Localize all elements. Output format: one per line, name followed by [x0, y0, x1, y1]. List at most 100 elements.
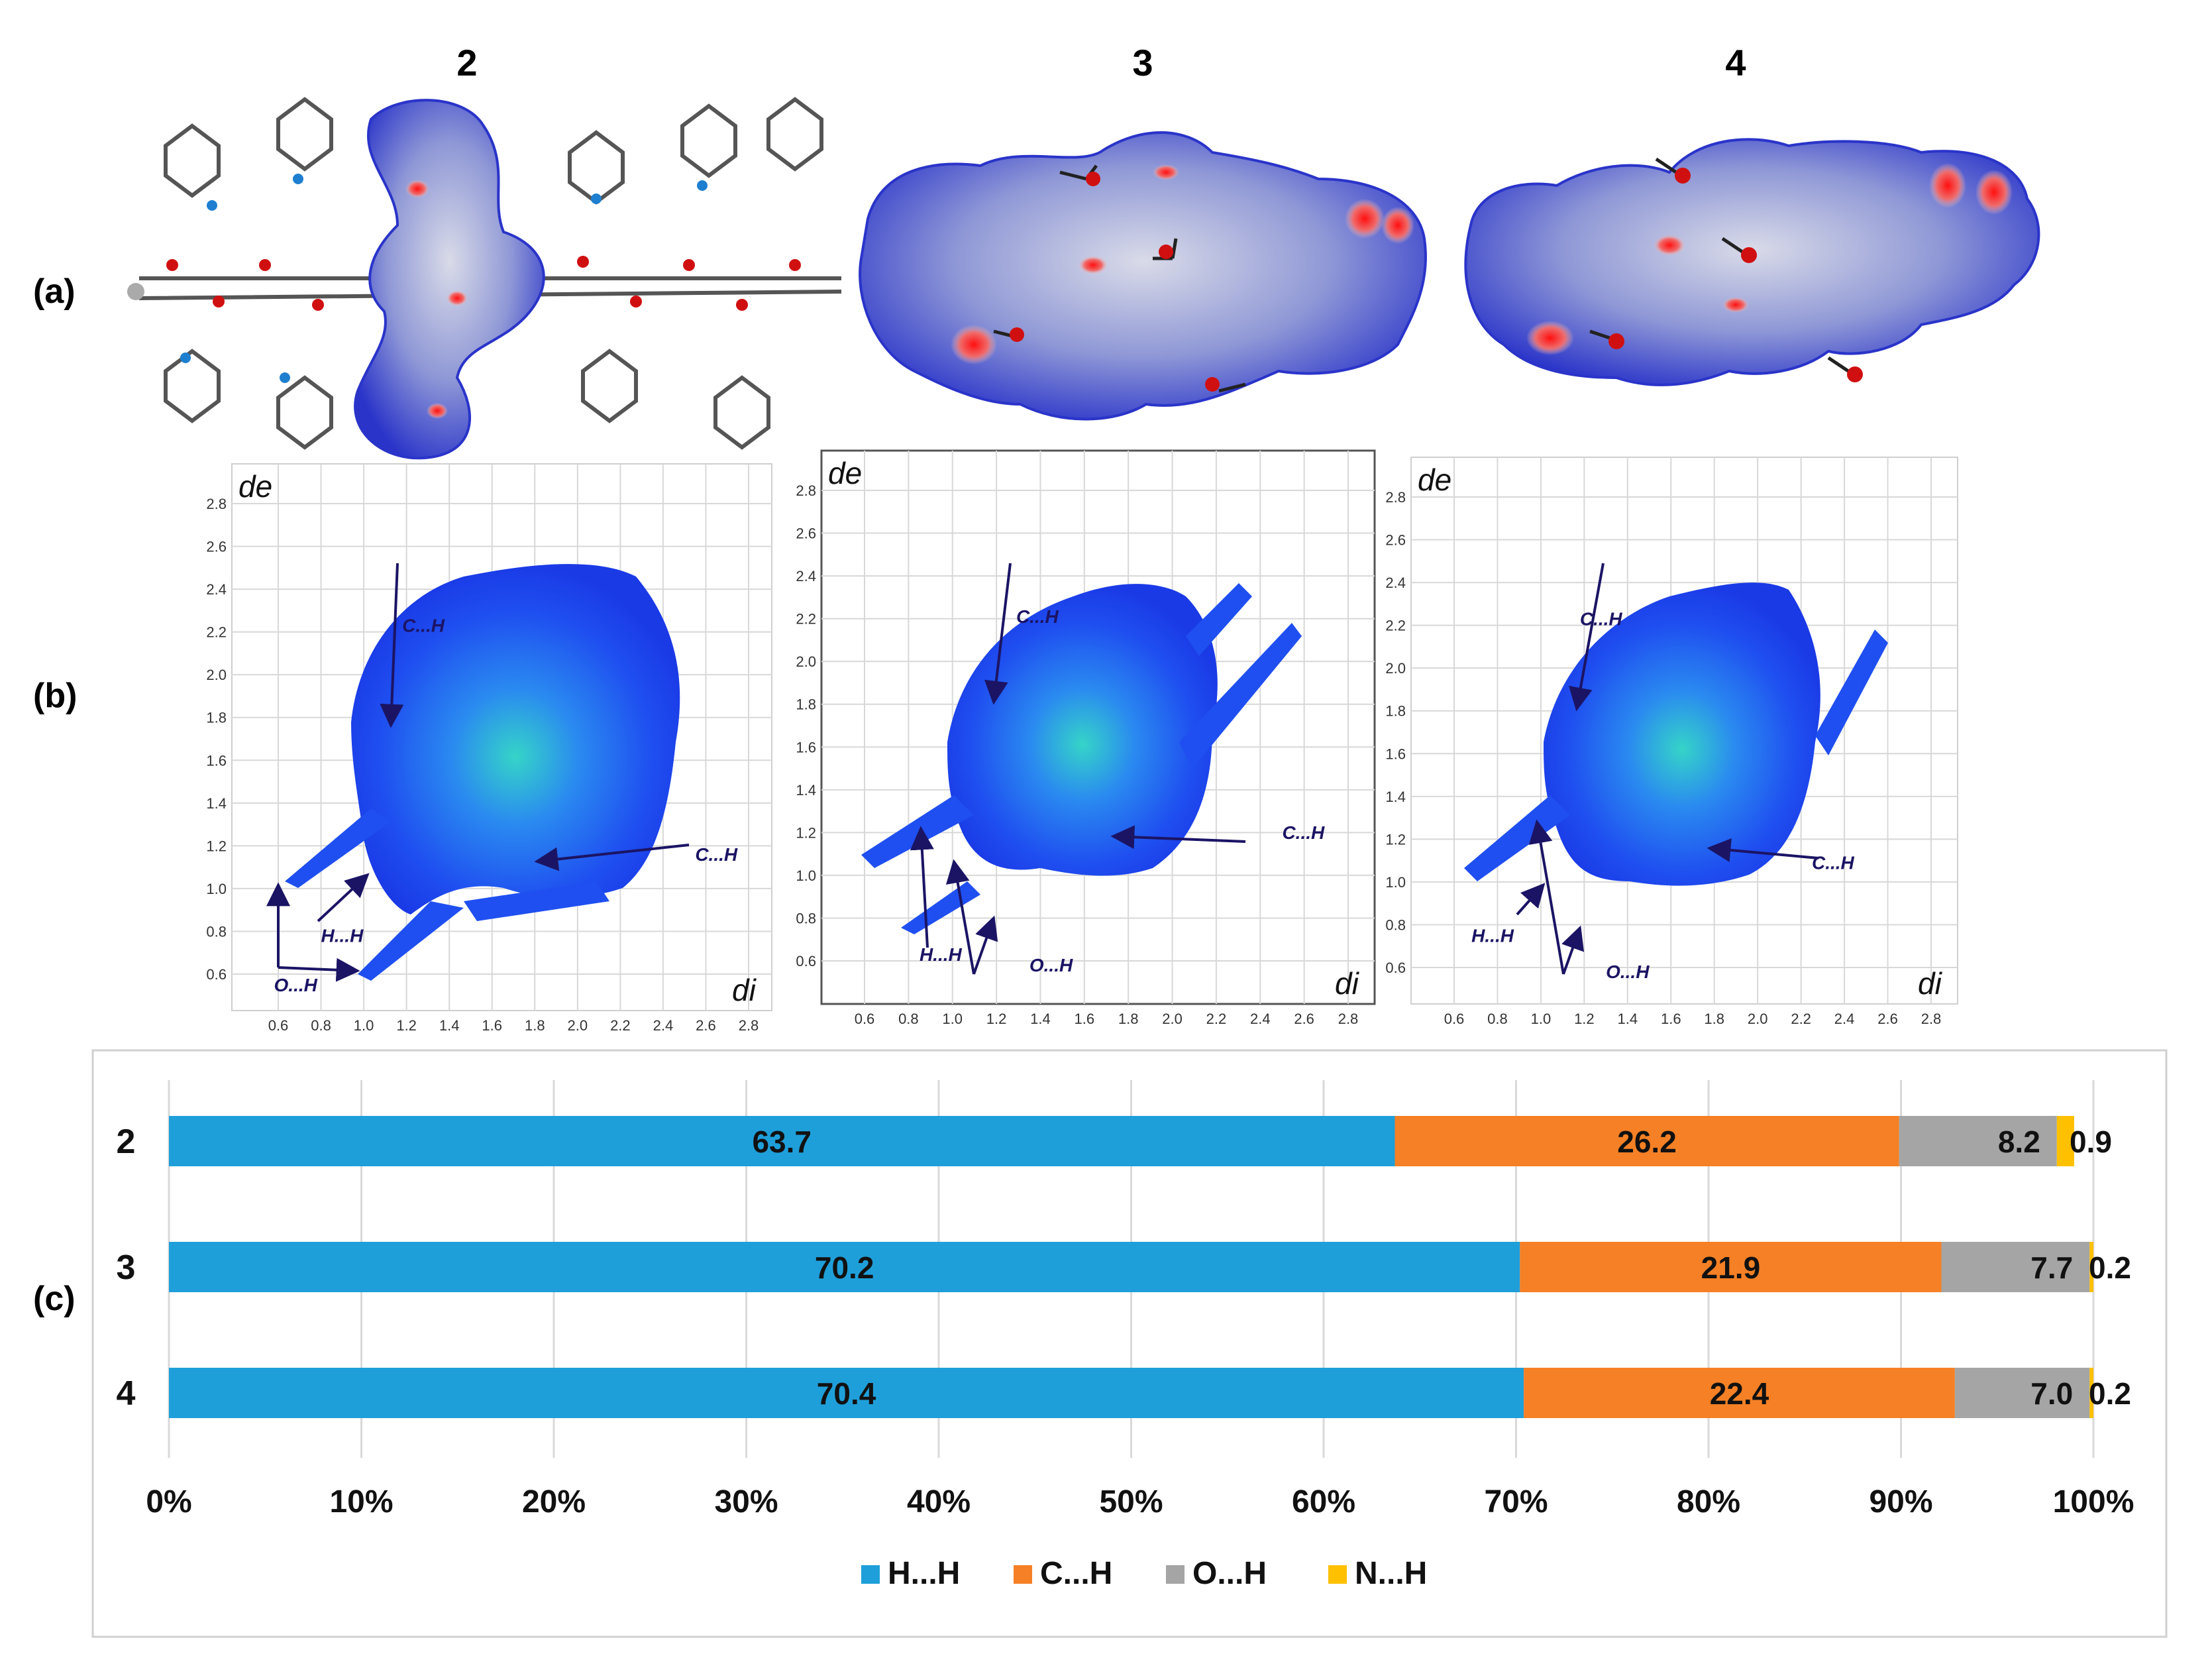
fingerprint-plot-3: 0.6 0.8 1.0 1.2 1.4 1.6 1.8 2.0 2.2 2.4 2.6 2.8 0.6 0… [796, 449, 1376, 1027]
fp-x-tick: 1.6 [1075, 1011, 1095, 1027]
fp-y-tick: 1.2 [796, 824, 816, 841]
fp-y-tick: 2.6 [1385, 532, 1406, 549]
fp-y-tick: 2.2 [796, 611, 816, 628]
fp-y-tick: 2.2 [206, 624, 227, 641]
fp-x-tick: 1.2 [1574, 1011, 1595, 1027]
fp-annotation-label: O...H [1029, 955, 1073, 975]
fp-x-tick: 1.2 [986, 1011, 1007, 1027]
fp-y-tick: 2.0 [206, 667, 227, 683]
bar-value-label: 22.4 [1710, 1376, 1769, 1411]
fp-annotation-arrow [945, 859, 975, 975]
fp-annotation-arrow [984, 563, 1012, 705]
fp-annotation-label: C...H [1580, 609, 1623, 630]
compound-title-3: 3 [1132, 42, 1153, 83]
bar-category-label: 3 [117, 1248, 136, 1287]
bar-segment-C...H [1524, 1368, 1955, 1418]
fp-x-tick: 2.4 [1834, 1011, 1855, 1027]
legend-swatch-N...H [1328, 1565, 1347, 1584]
fp-y-tick: 1.0 [206, 881, 227, 897]
bar-value-label: 70.4 [817, 1376, 876, 1411]
bar-value-label: 8.2 [1998, 1125, 2040, 1159]
fp-y-tick: 0.8 [1385, 916, 1406, 933]
fp-y-tick: 0.6 [206, 966, 227, 983]
fp-x-tick: 1.2 [396, 1017, 417, 1034]
fp-y-tick: 2.4 [1385, 575, 1406, 591]
fp-x-tick: 2.8 [1338, 1011, 1359, 1027]
fp-x-tick: 2.6 [696, 1017, 716, 1034]
fp-y-tick: 1.6 [206, 752, 227, 769]
bar-segment-O...H [1899, 1116, 2057, 1166]
panel-label-b: (b) [33, 677, 78, 715]
fp-x-tick: 1.8 [1704, 1011, 1724, 1027]
bar-segment-O...H [1954, 1368, 2090, 1418]
fp-annotation-label: C...H [1282, 822, 1325, 843]
fp-annotation-arrow [973, 915, 998, 975]
fp-x-tick: 0.8 [1487, 1011, 1508, 1027]
fp-x-tick: 2.4 [1250, 1011, 1271, 1027]
fp-annotation-label: C...H [402, 616, 445, 636]
fp-x-tick: 2.6 [1294, 1011, 1314, 1027]
fp-x-tick: 2.0 [568, 1017, 588, 1034]
fp-x-axis-label: di [1335, 966, 1360, 1001]
fp-y-tick: 1.2 [206, 838, 227, 854]
bar-value-label: 63.7 [752, 1125, 812, 1159]
fp-annotation-label: H...H [920, 944, 963, 965]
fp-annotation-label: O...H [274, 975, 318, 995]
fp-y-tick: 1.2 [1385, 831, 1406, 848]
fp-annotation-arrow [1516, 883, 1546, 916]
legend-label: C...H [1040, 1556, 1112, 1591]
fp-annotation-label: C...H [1016, 606, 1059, 627]
bar-segment-H...H [169, 1368, 1524, 1418]
fp-annotation-arrow [910, 826, 934, 948]
fp-x-axis-label: di [732, 973, 757, 1007]
fp-x-tick: 1.0 [942, 1011, 963, 1027]
bar-segment-O...H [1941, 1242, 2090, 1292]
fp-y-tick: 1.8 [206, 710, 227, 726]
bar-segment-C...H [1395, 1116, 1899, 1166]
fp-x-axis-label: di [1918, 966, 1943, 1001]
fp-y-tick: 1.6 [1385, 745, 1406, 762]
fp-x-tick: 2.8 [1921, 1011, 1942, 1027]
fp-x-tick: 1.8 [525, 1017, 545, 1034]
legend-label: N...H [1355, 1556, 1427, 1591]
bar-x-tick-label: 10% [329, 1484, 393, 1519]
fp-x-tick: 1.6 [482, 1017, 502, 1034]
panel-a-surface-3 [859, 131, 1427, 421]
fp-y-tick: 2.6 [206, 539, 227, 555]
legend-label: O...H [1192, 1556, 1267, 1591]
bar-x-tick-label: 30% [714, 1484, 778, 1519]
panel-a-surface-4 [1464, 138, 2040, 386]
bar-x-tick-label: 50% [1099, 1484, 1163, 1519]
fp-annotation-arrow [278, 958, 360, 982]
fp-annotation-label: C...H [695, 844, 738, 865]
bar-x-tick-label: 100% [2053, 1484, 2134, 1519]
fp-y-tick: 2.4 [206, 581, 227, 598]
fp-y-tick: 2.8 [1385, 489, 1406, 506]
fp-annotation-label: O...H [1606, 962, 1650, 982]
fp-x-tick: 1.4 [439, 1017, 460, 1034]
fp-x-tick: 2.0 [1162, 1011, 1183, 1027]
fp-x-tick: 1.4 [1618, 1011, 1638, 1027]
fp-annotation-arrow [1528, 819, 1565, 975]
fingerprint-plot-4: 0.6 0.8 1.0 1.2 1.4 1.6 1.8 2.0 2.2 2.4 2.6 2.8 0.6 0… [1385, 457, 1958, 1027]
fp-x-tick: 2.2 [1206, 1011, 1227, 1027]
panel-a-structure-2 [127, 97, 842, 460]
stacked-bar-chart: 2 3 4 63.7 26.2 8.2 0.9 70.2 21.9 7.7 0.2 70.4 22.4… [117, 1080, 2134, 1591]
bar-value-label: 0.2 [2089, 1250, 2131, 1285]
fp-x-tick: 1.6 [1661, 1011, 1681, 1027]
bar-x-tick-label: 40% [907, 1484, 971, 1519]
bar-value-label: 26.2 [1617, 1125, 1677, 1159]
fp-y-tick: 2.0 [1385, 660, 1406, 677]
fp-x-tick: 0.8 [311, 1017, 331, 1034]
fp-y-tick: 2.8 [796, 482, 816, 499]
fp-x-tick: 2.6 [1877, 1011, 1898, 1027]
fp-y-tick: 2.2 [1385, 618, 1406, 634]
fp-annotation-arrow [1707, 838, 1819, 862]
bar-category-label: 2 [117, 1123, 136, 1161]
fp-annotation-label: H...H [321, 926, 364, 946]
fp-y-tick: 1.4 [796, 782, 816, 799]
bar-segment-N...H [2089, 1368, 2093, 1418]
fp-y-tick: 2.0 [796, 653, 816, 670]
fp-x-tick: 2.2 [610, 1017, 631, 1034]
